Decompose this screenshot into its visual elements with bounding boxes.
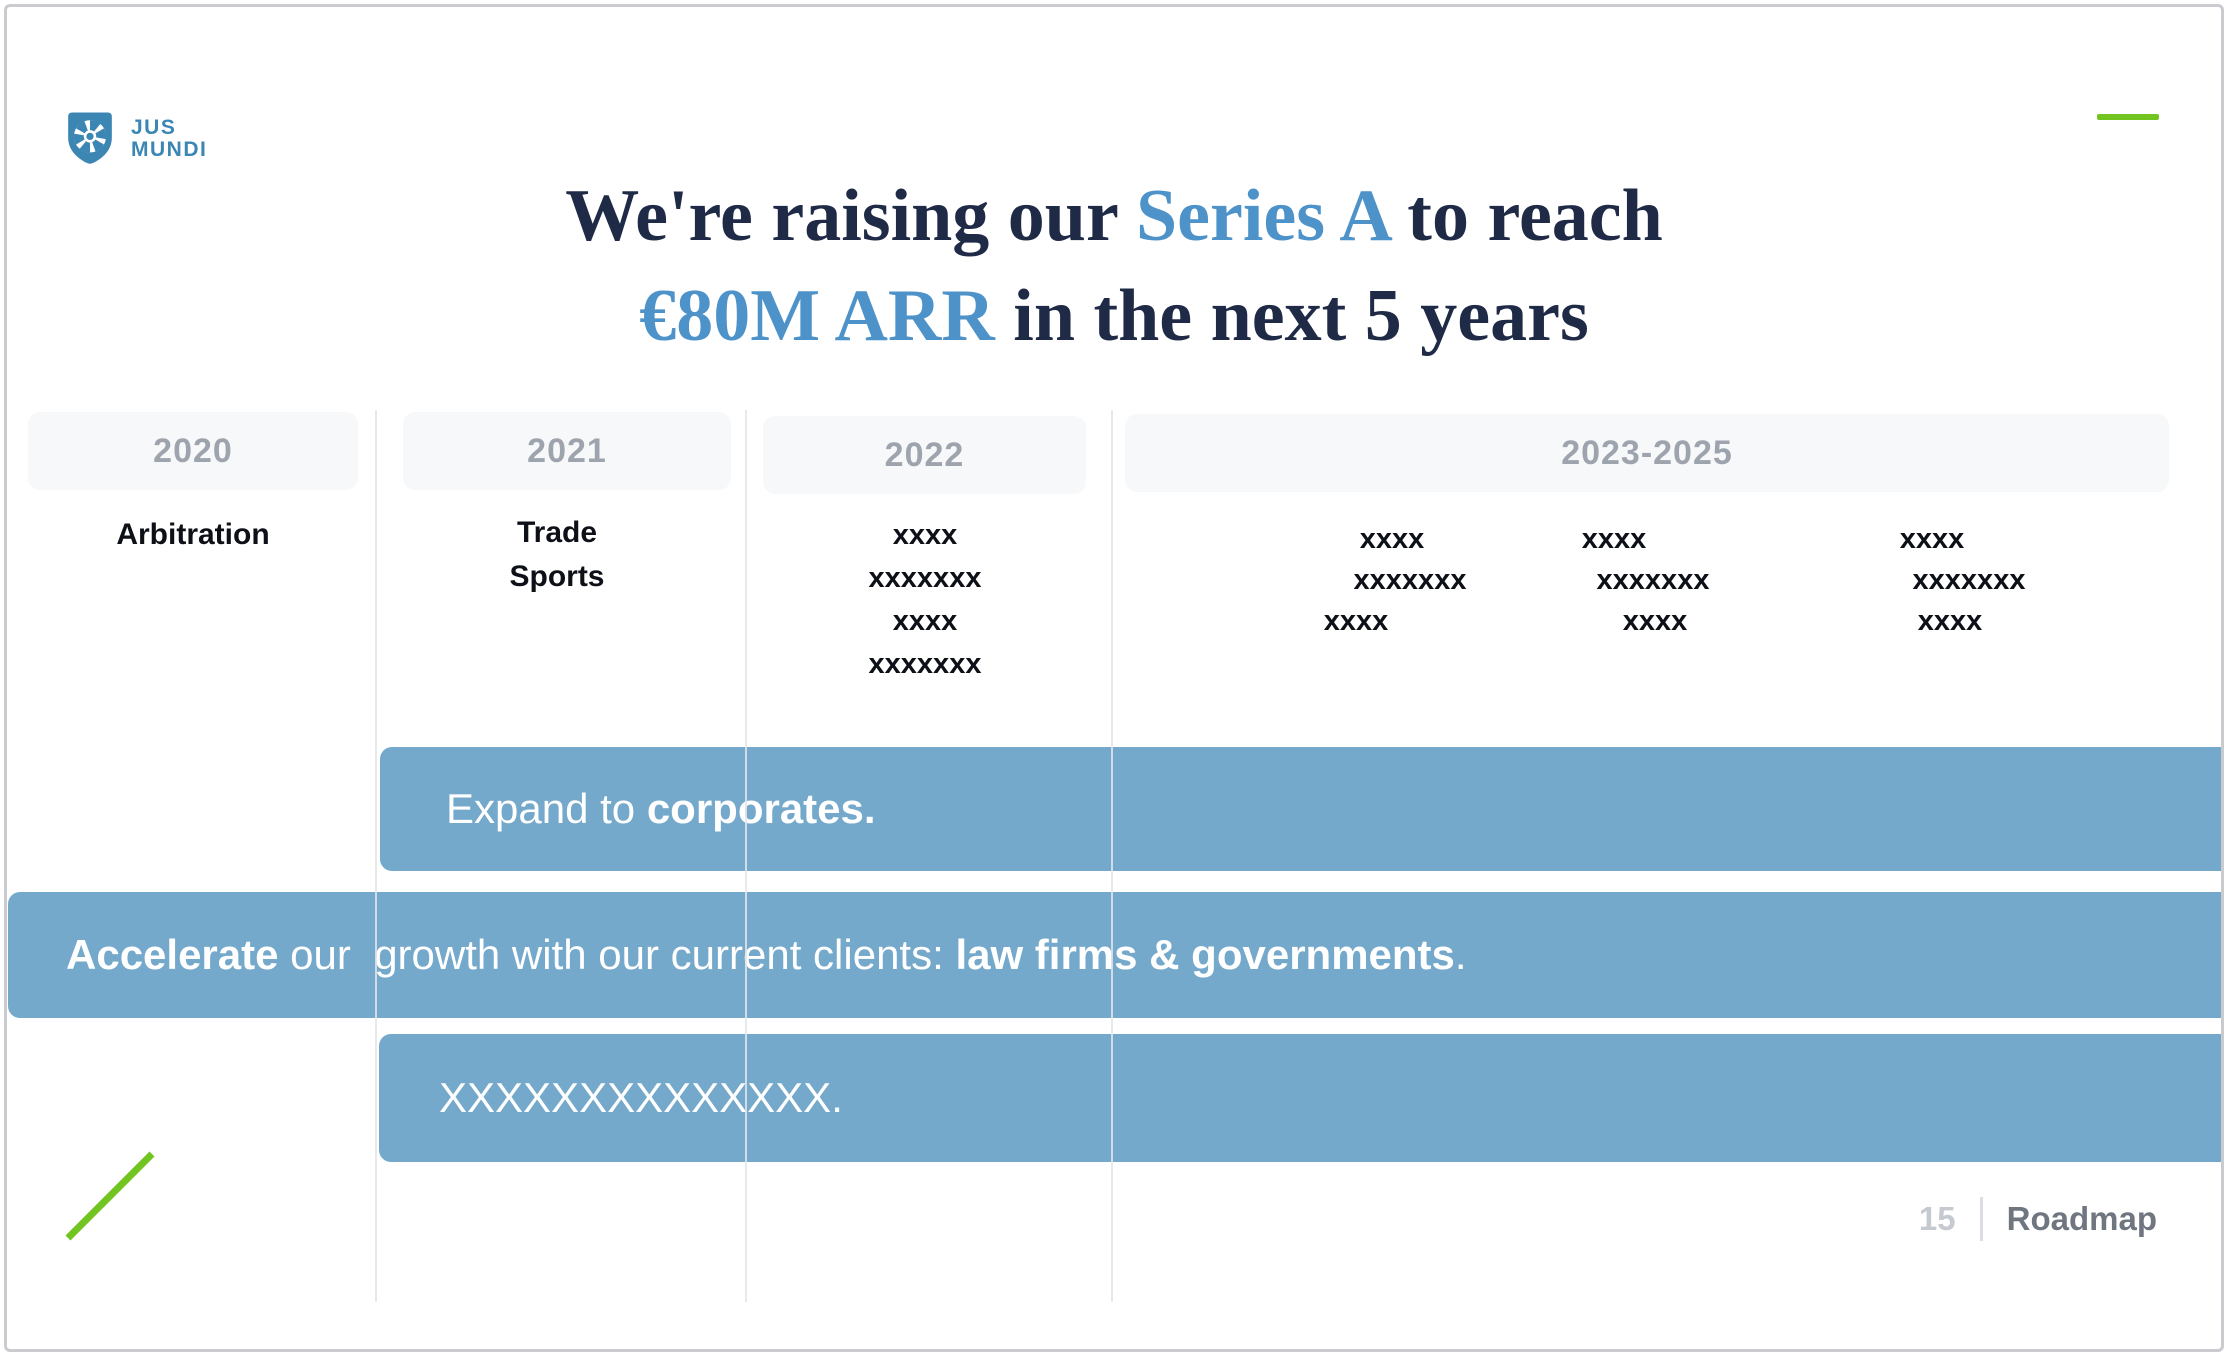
- bar-text-segment: .: [1454, 931, 1467, 978]
- title-line1-pre: We're raising our: [565, 174, 1136, 257]
- timeline-item: Trade: [516, 516, 598, 549]
- timeline-item-redacted: xxxxxxx: [1596, 564, 1710, 596]
- column-2022-items: xxxx xxxxxxx xxxx xxxxxxx: [763, 514, 1087, 686]
- timeline-item-redacted: xxxx: [1323, 605, 1389, 637]
- bar-text-segment-bold: corporates.: [646, 785, 876, 832]
- jus-mundi-wordmark: JUS MUNDI: [131, 117, 207, 161]
- column-2020-items: Arbitration: [28, 513, 358, 557]
- roadmap-bar-accelerate-growth: Accelerate our growth with our current c…: [8, 892, 2224, 1018]
- timeline-item-redacted: xxxxxxx: [1353, 564, 1467, 596]
- timeline-item-redacted: xxxx: [1622, 605, 1688, 637]
- title-line1-post: to reach: [1388, 174, 1663, 257]
- footer-divider: [1979, 1197, 1983, 1241]
- timeline-item: Arbitration: [116, 518, 270, 551]
- year-label: 2023-2025: [1561, 433, 1733, 472]
- page-number: 15: [1918, 1200, 1956, 1237]
- green-dash-accent: [2097, 114, 2159, 120]
- timeline-item-redacted: xxxx: [1359, 523, 1425, 555]
- column-2023-group-1: xxxx xxxxxxx xxxx: [1232, 519, 1552, 642]
- year-pill-2023-2025: 2023-2025: [1125, 414, 2169, 492]
- title-line2-highlight: €80M ARR: [639, 274, 995, 357]
- timeline-item-redacted: xxxx: [1899, 523, 1965, 555]
- timeline-item-redacted: xxxx: [892, 519, 958, 551]
- section-label: Roadmap: [2006, 1200, 2157, 1237]
- column-divider-3: [1111, 410, 1113, 1302]
- column-divider-1: [375, 410, 377, 1302]
- green-diagonal-accent: [65, 1151, 155, 1241]
- timeline-item-redacted: xxxxxxx: [1912, 564, 2026, 596]
- timeline-item-redacted: xxxx: [892, 605, 958, 637]
- bar-text-segment-bold: Accelerate: [66, 931, 279, 978]
- wordmark-line-1: JUS: [131, 116, 177, 139]
- year-label: 2022: [884, 435, 965, 474]
- timeline-item: Sports: [509, 560, 605, 593]
- title-line2-post: in the next 5 years: [994, 274, 1589, 357]
- column-2023-group-3: xxxx xxxxxxx xxxx: [1772, 519, 2092, 642]
- year-pill-2020: 2020: [28, 412, 358, 490]
- timeline-item-redacted: xxxxxxx: [868, 648, 982, 680]
- roadmap-bar-expand-corporates: Expand to corporates.: [380, 747, 2224, 871]
- year-pill-2021: 2021: [403, 412, 731, 490]
- column-2021-items: Trade Sports: [393, 511, 721, 599]
- slide-title: We're raising our Series A to reach €80M …: [0, 166, 2228, 366]
- timeline-item-redacted: xxxx: [1917, 605, 1983, 637]
- timeline-item-redacted: xxxxxxx: [868, 562, 982, 594]
- year-label: 2021: [527, 431, 607, 470]
- bar-text-segment-bold: law firms & governments: [955, 931, 1455, 978]
- wordmark-line-2: MUNDI: [131, 138, 208, 161]
- roadmap-bar-redacted: XXXXXXXXXXXXXX.: [379, 1034, 2224, 1162]
- jus-mundi-shield-icon: [68, 112, 112, 164]
- title-line1-highlight: Series A: [1135, 174, 1389, 257]
- timeline-item-redacted: xxxx: [1581, 523, 1647, 555]
- bar-text-segment: our growth with our current clients:: [278, 931, 956, 978]
- bar-text-segment: Expand to: [446, 785, 647, 832]
- year-pill-2022: 2022: [763, 416, 1086, 494]
- bar-text-segment: XXXXXXXXXXXXXX.: [439, 1074, 843, 1121]
- jus-mundi-logo: JUS MUNDI: [64, 110, 207, 168]
- slide-footer: 15 Roadmap: [1919, 1196, 2157, 1242]
- column-divider-2: [745, 410, 747, 1302]
- year-label: 2020: [153, 431, 233, 470]
- column-2023-group-2: xxxx xxxxxxx xxxx: [1454, 519, 1774, 642]
